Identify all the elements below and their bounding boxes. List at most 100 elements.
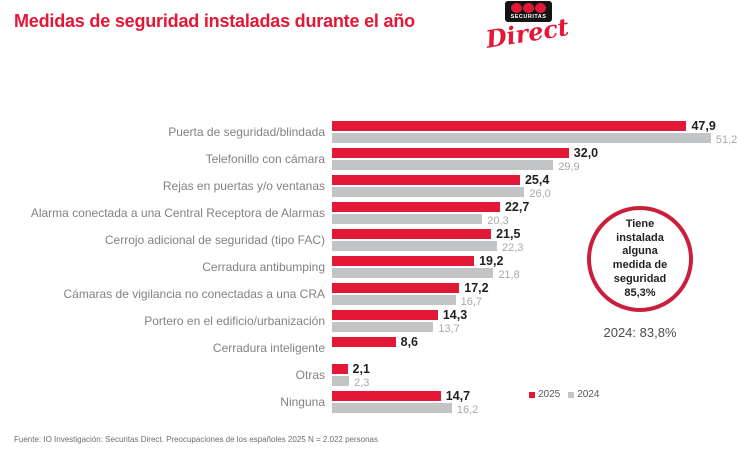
value-label-2024: 26,0 — [529, 188, 551, 200]
bar-line-2025: 2,1 — [332, 362, 370, 376]
value-label-2024: 20,3 — [487, 215, 509, 227]
bar-2025 — [332, 148, 569, 158]
value-label-2024: 51,2 — [715, 134, 738, 146]
value-label-2025: 32,0 — [573, 146, 599, 160]
category-label: Cámaras de vigilancia no conectadas a un… — [63, 287, 325, 301]
value-label-2025: 19,2 — [479, 254, 504, 268]
bar-pair: 19,2 21,8 — [332, 254, 520, 283]
bar-line-2025: 22,7 — [332, 200, 530, 214]
bar-line-2025: 14,7 — [332, 389, 478, 403]
value-label-2024: 16,2 — [456, 404, 479, 416]
category-label: Telefonillo con cámara — [205, 152, 325, 166]
legend-swatch-2025 — [529, 391, 535, 398]
bar-2025 — [332, 391, 441, 401]
bar-2025 — [332, 229, 492, 239]
bar-2024 — [332, 376, 350, 386]
bar-line-2025: 8,6 — [332, 335, 419, 349]
value-label-2024: 21,8 — [498, 269, 520, 281]
bar-pair: 2,1 2,3 — [332, 362, 370, 391]
bar-line-2024: 21,8 — [332, 268, 520, 281]
bar-line-2025: 47,9 — [332, 119, 737, 133]
category-label: Rejas en puertas y/o ventanas — [162, 179, 325, 193]
bar-2024 — [332, 295, 456, 305]
bar-pair: 25,4 26,0 — [332, 173, 551, 202]
summary-circle: Tiene instalada alguna medida de segurid… — [587, 206, 693, 312]
bar-pair: 17,2 16,7 — [332, 281, 489, 310]
bar-pair: 21,5 22,3 — [332, 227, 524, 256]
logo-dot-icon — [523, 3, 534, 13]
bar-line-2024: 16,2 — [332, 403, 479, 416]
bar-2025 — [332, 364, 348, 374]
chart-row: Rejas en puertas y/o ventanas 25,4 26,0 — [0, 173, 745, 202]
bar-line-2025: 14,3 — [332, 308, 468, 322]
bar-line-2025: 32,0 — [332, 146, 599, 160]
bar-pair: 14,3 13,7 — [332, 308, 468, 337]
page-title: Medidas de seguridad instaladas durante … — [14, 11, 415, 31]
value-label-2024: 22,3 — [502, 242, 524, 254]
value-label-2025: 25,4 — [524, 173, 550, 187]
legend-label-2025: 2025 — [538, 389, 561, 400]
value-label-2024: 2,3 — [354, 377, 370, 389]
bar-line-2024: 22,3 — [332, 241, 524, 254]
value-label-2025: 14,3 — [442, 308, 468, 322]
chart-row: Otras 2,1 2,3 — [0, 362, 745, 391]
bar-line-2024: 51,2 — [332, 133, 738, 146]
category-label: Ninguna — [280, 395, 325, 409]
value-label-2025: 2,1 — [352, 362, 370, 376]
bar-line-2024: 16,7 — [332, 295, 489, 308]
legend-label-2024: 2024 — [577, 389, 600, 400]
bar-2025 — [332, 202, 500, 212]
bar-2024 — [332, 160, 554, 170]
value-label-2024: 16,7 — [460, 296, 482, 308]
securitas-wordmark: SECURITAS — [510, 14, 547, 20]
bar-2024 — [332, 187, 525, 197]
value-label-2025: 22,7 — [504, 200, 530, 214]
chart-row: Alarma conectada a una Central Receptora… — [0, 200, 745, 229]
logo-dot-icon — [511, 3, 522, 13]
category-label: Cerradura antibumping — [202, 260, 325, 274]
summary-2024-note: 2024: 83,8% — [603, 325, 677, 340]
value-label-2025: 8,6 — [400, 335, 419, 349]
bar-2024 — [332, 403, 452, 413]
chart-row: Puerta de seguridad/blindada 47,9 51,2 — [0, 119, 745, 148]
chart-row: Cerrojo adicional de seguridad (tipo FAC… — [0, 227, 745, 256]
chart-row: Cámaras de vigilancia no conectadas a un… — [0, 281, 745, 310]
bar-pair: 14,7 16,2 — [332, 389, 479, 418]
securitas-direct-logo: SECURITAS Direct — [484, 1, 594, 54]
chart-row: Telefonillo con cámara 32,0 29,9 — [0, 146, 745, 175]
category-label: Cerrojo adicional de seguridad (tipo FAC… — [104, 233, 325, 247]
bar-pair: 8,6 — [332, 335, 419, 364]
value-label-2024: 29,9 — [558, 161, 580, 173]
bar-2024 — [332, 241, 498, 251]
bar-2025 — [332, 121, 687, 131]
bar-2024 — [332, 214, 483, 224]
bar-pair: 32,0 29,9 — [332, 146, 599, 175]
bar-2025 — [332, 337, 396, 347]
legend-swatch-2024 — [568, 391, 575, 398]
bar-line-2024: 26,0 — [332, 187, 551, 200]
chart-row: Ninguna 14,7 16,2 — [0, 389, 745, 418]
chart-row: Cerradura inteligente 8,6 — [0, 335, 745, 364]
bar-pair: 47,9 51,2 — [332, 119, 738, 148]
chart-row: Cerradura antibumping 19,2 21,8 — [0, 254, 745, 283]
bar-line-2025: 19,2 — [332, 254, 520, 268]
bar-line-2024: 20,3 — [332, 214, 529, 227]
bar-line-2024: 13,7 — [332, 322, 467, 335]
category-label: Cerradura inteligente — [212, 341, 325, 355]
bar-line-2024: 29,9 — [332, 160, 598, 173]
chart-row: Portero en el edificio/urbanización 14,3 1… — [0, 308, 745, 337]
category-label: Puerta de seguridad/blindada — [168, 125, 325, 139]
bar-line-2025: 25,4 — [332, 173, 551, 187]
bar-pair: 22,7 20,3 — [332, 200, 530, 229]
logo-dot-icon — [535, 3, 546, 13]
bar-2025 — [332, 283, 460, 293]
bar-2025 — [332, 310, 438, 320]
bar-2025 — [332, 256, 475, 266]
bar-2024 — [332, 322, 434, 332]
securitas-logo-box: SECURITAS — [505, 1, 552, 22]
value-label-2025: 14,7 — [445, 389, 471, 403]
bar-line-2024: 2,3 — [332, 376, 370, 389]
bar-line-2025: 21,5 — [332, 227, 523, 241]
bar-2024 — [332, 133, 711, 143]
